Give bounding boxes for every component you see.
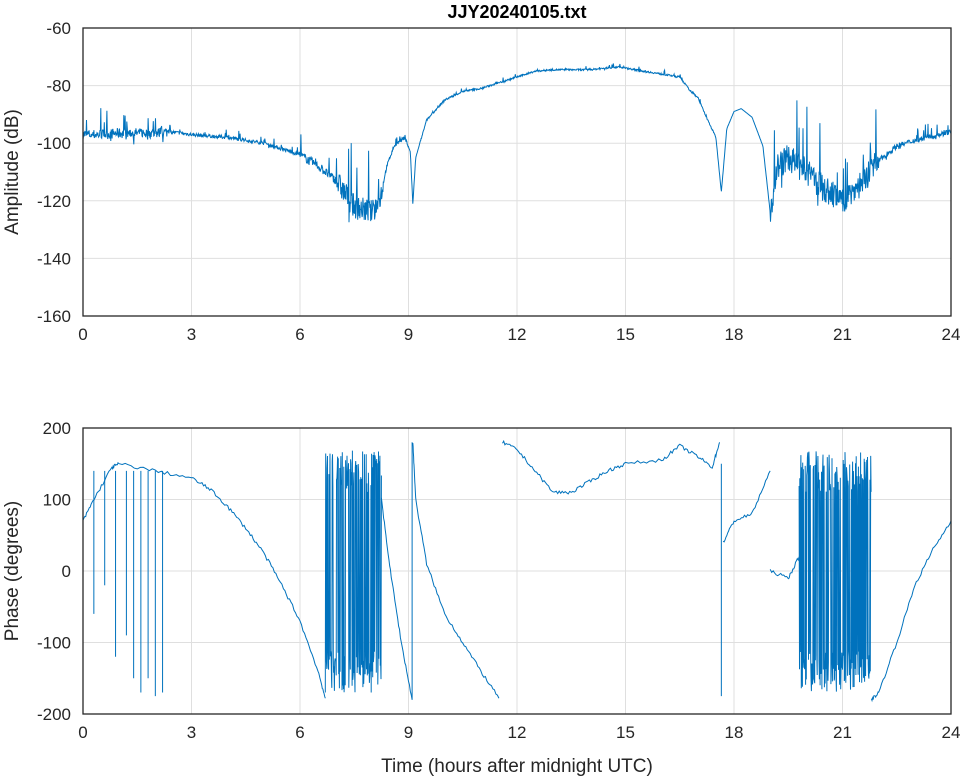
y-tick-label: -60 [46,19,71,38]
y-tick-label: 100 [43,491,71,510]
amplitude-y-label: Amplitude (dB) [2,109,23,235]
phase-series-segment [870,520,952,703]
y-tick-label: -160 [37,307,71,326]
x-tick-label: 18 [725,325,744,344]
x-axis-label: Time (hours after midnight UTC) [381,756,653,777]
y-tick-label: 200 [43,419,71,438]
amplitude-series-line [82,63,952,223]
y-tick-label: -140 [37,249,71,268]
x-tick-label: 3 [187,325,196,344]
x-tick-label: 0 [78,723,87,742]
x-tick-label: 12 [508,325,527,344]
axes-box [82,27,952,317]
amplitude-axes: 0 3 6 9 12 15 18 21 24 -60 -80 -100 -120 -140 -160 [37,19,960,344]
y-tick-label: -100 [37,134,71,153]
phase-series-segment [502,439,721,495]
phase-series-segment [412,442,500,699]
x-tick-label: 18 [725,723,744,742]
x-tick-label: 0 [78,325,87,344]
y-tick-label: -80 [46,77,71,96]
x-tick-label: 21 [833,723,852,742]
x-tick-label: 9 [404,325,413,344]
x-tick-label: 3 [187,723,196,742]
x-tick-label: 15 [616,723,635,742]
phase-series-segment [722,470,771,543]
phase-wrap-noise [798,451,872,692]
x-tick-label: 15 [616,325,635,344]
phase-series-segment [769,556,800,580]
phase-wrap-noise [324,450,382,693]
phase-series-segment [380,497,413,700]
x-tick-label: 24 [942,325,961,344]
x-tick-label: 12 [508,723,527,742]
x-tick-label: 6 [295,723,304,742]
phase-y-label: Phase (degrees) [2,501,23,641]
x-tick-label: 9 [404,723,413,742]
x-tick-label: 6 [295,325,304,344]
y-tick-label: -100 [37,634,71,653]
x-tick-label: 21 [833,325,852,344]
phase-series-segment [82,461,326,699]
y-tick-label: -120 [37,192,71,211]
y-tick-label: 0 [62,562,71,581]
phase-axes: 0 3 6 9 12 15 18 21 24 200 100 0 -100 -200 [37,419,960,742]
axes-box [82,427,952,715]
x-tick-label: 24 [942,723,961,742]
y-tick-label: -200 [37,705,71,724]
chart-title: JJY20240105.txt [447,2,586,22]
